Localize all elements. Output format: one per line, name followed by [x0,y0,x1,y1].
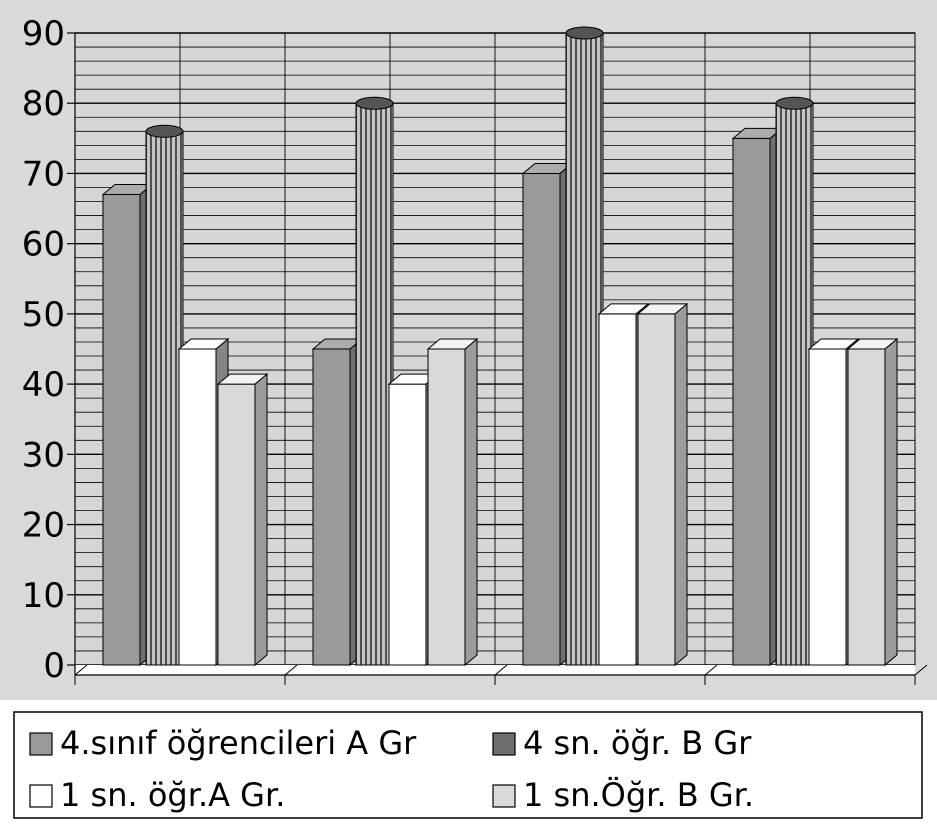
legend-item: 4 sn. öğr. B Gr [492,724,752,762]
bar-top [846,338,899,350]
bar-front [217,383,256,666]
y-tick-label: 60 [22,225,65,265]
y-tick-label: 70 [22,154,65,194]
legend-swatch [29,732,53,756]
bar-side [464,337,478,667]
bar-top [565,26,604,40]
bar [846,337,899,667]
legend-label: 4.sınıf öğrencileri A Gr [60,724,417,762]
bar-front [637,313,676,666]
bar-top [216,373,269,385]
legend-item: 1 sn.Öğr. B Gr. [492,776,754,814]
bar-front [808,348,847,666]
bar-front [598,313,637,666]
floor-diagonal [494,664,508,676]
bar-front [178,348,217,666]
bar-front [427,348,466,666]
bar-top [636,303,689,315]
legend-label: 1 sn.Öğr. B Gr. [523,776,754,814]
legend-swatch [29,784,53,808]
y-tick-label: 90 [22,14,65,54]
legend-label: 1 sn. öğr.A Gr. [60,776,285,814]
bar-front [102,194,141,666]
bar-body [775,102,814,666]
legend-item: 4.sınıf öğrencileri A Gr [29,724,417,762]
y-tick-label: 20 [22,506,65,546]
bar [775,96,814,666]
bar-front [522,172,561,666]
bar-front [847,348,886,666]
bar-body [355,102,394,666]
bar-side [254,373,268,667]
bar-body [145,130,184,666]
bar-top [807,338,860,350]
bar [521,162,574,667]
bar-front [388,383,427,666]
bar-top [426,338,479,350]
chart-floor [75,665,915,675]
bar [426,337,479,667]
bar [636,302,689,667]
bar-top [775,96,814,110]
y-tick-label: 40 [22,365,65,405]
bar-top [177,338,230,350]
bar-front [312,348,351,666]
bar-top [355,96,394,110]
floor-diagonal [74,664,88,676]
bar-top [145,124,184,138]
y-tick-label: 30 [22,435,65,475]
bar [731,127,784,667]
legend-swatch [492,784,516,808]
bar-body [565,32,604,666]
legend-swatch [492,732,516,756]
bar [101,183,154,667]
bar [565,26,604,666]
bar-front [732,137,771,666]
y-tick-label: 10 [22,576,65,616]
bar [355,96,394,666]
bar-side [674,302,688,667]
y-tick-label: 50 [22,295,65,335]
bar [311,337,364,667]
floor-diagonal [704,664,718,676]
bar-top [597,303,650,315]
bar [145,124,184,666]
legend-box [13,711,923,819]
legend-item: 1 sn. öğr.A Gr. [29,776,285,814]
floor-diagonal [914,664,928,676]
y-tick-label: 80 [22,84,65,124]
legend: 4.sınıf öğrencileri A Gr 4 sn. öğr. B Gr 1… [13,711,923,819]
legend-label: 4 sn. öğr. B Gr [523,724,752,762]
floor-diagonal [284,664,298,676]
y-tick-label: 0 [43,646,65,686]
bar-side [884,337,898,667]
bar [216,373,269,667]
